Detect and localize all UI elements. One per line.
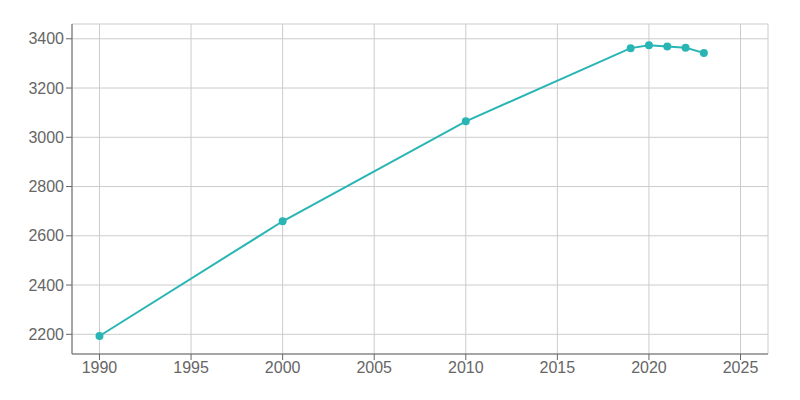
svg-text:2000: 2000 (265, 359, 301, 376)
svg-text:2020: 2020 (631, 359, 667, 376)
svg-text:3200: 3200 (28, 80, 64, 97)
svg-text:2200: 2200 (28, 326, 64, 343)
svg-text:2800: 2800 (28, 178, 64, 195)
svg-text:2010: 2010 (448, 359, 484, 376)
svg-text:2400: 2400 (28, 277, 64, 294)
svg-text:2005: 2005 (356, 359, 392, 376)
svg-text:2025: 2025 (723, 359, 759, 376)
svg-text:3400: 3400 (28, 30, 64, 47)
svg-text:2015: 2015 (540, 359, 576, 376)
svg-text:3000: 3000 (28, 129, 64, 146)
svg-text:1990: 1990 (82, 359, 118, 376)
svg-text:1995: 1995 (173, 359, 209, 376)
svg-text:2600: 2600 (28, 227, 64, 244)
